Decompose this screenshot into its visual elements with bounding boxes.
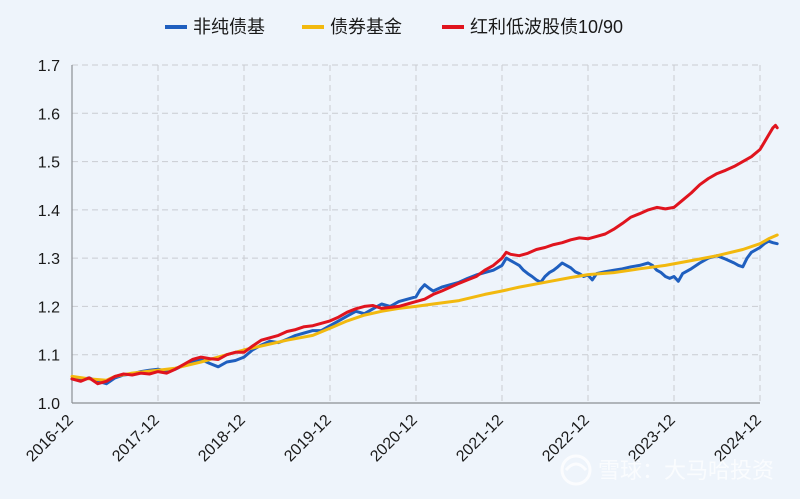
x-tick-label: 2020-12 [367, 412, 421, 466]
y-tick-label: 1.1 [38, 348, 60, 365]
legend-label: 非纯债基 [193, 17, 265, 37]
y-tick-labels: 1.0 1.1 1.2 1.3 1.4 1.5 1.6 1.7 [38, 58, 60, 413]
legend-label: 债券基金 [330, 17, 402, 37]
series-line-2 [70, 123, 779, 386]
y-tick-label: 1.2 [38, 299, 60, 316]
x-gridlines [157, 65, 761, 403]
series-line-1 [70, 233, 779, 382]
y-tick-label: 1.5 [38, 155, 60, 172]
x-tick-label: 2021-12 [453, 412, 507, 466]
y-tick-label: 1.3 [38, 251, 60, 268]
y-tick-label: 1.0 [38, 396, 60, 413]
legend-label: 红利低波股债10/90 [470, 17, 623, 37]
y-tick-label: 1.4 [38, 203, 60, 220]
x-tick-label: 2017-12 [109, 412, 163, 466]
y-tick-label: 1.6 [38, 106, 60, 123]
axes [71, 65, 760, 404]
y-tick-label: 1.7 [38, 58, 60, 75]
series-lines [70, 123, 779, 386]
x-tick-label: 2018-12 [195, 412, 249, 466]
x-tick-label: 2019-12 [281, 412, 335, 466]
legend: 非纯债基 债券基金 红利低波股债10/90 [165, 17, 623, 37]
watermark-text: 雪球：大马哈投资 [598, 458, 774, 483]
snowball-logo-icon [560, 454, 592, 486]
series-line-0 [70, 239, 779, 386]
watermark: 雪球：大马哈投资 [560, 454, 774, 486]
x-tick-label: 2016-12 [23, 412, 77, 466]
